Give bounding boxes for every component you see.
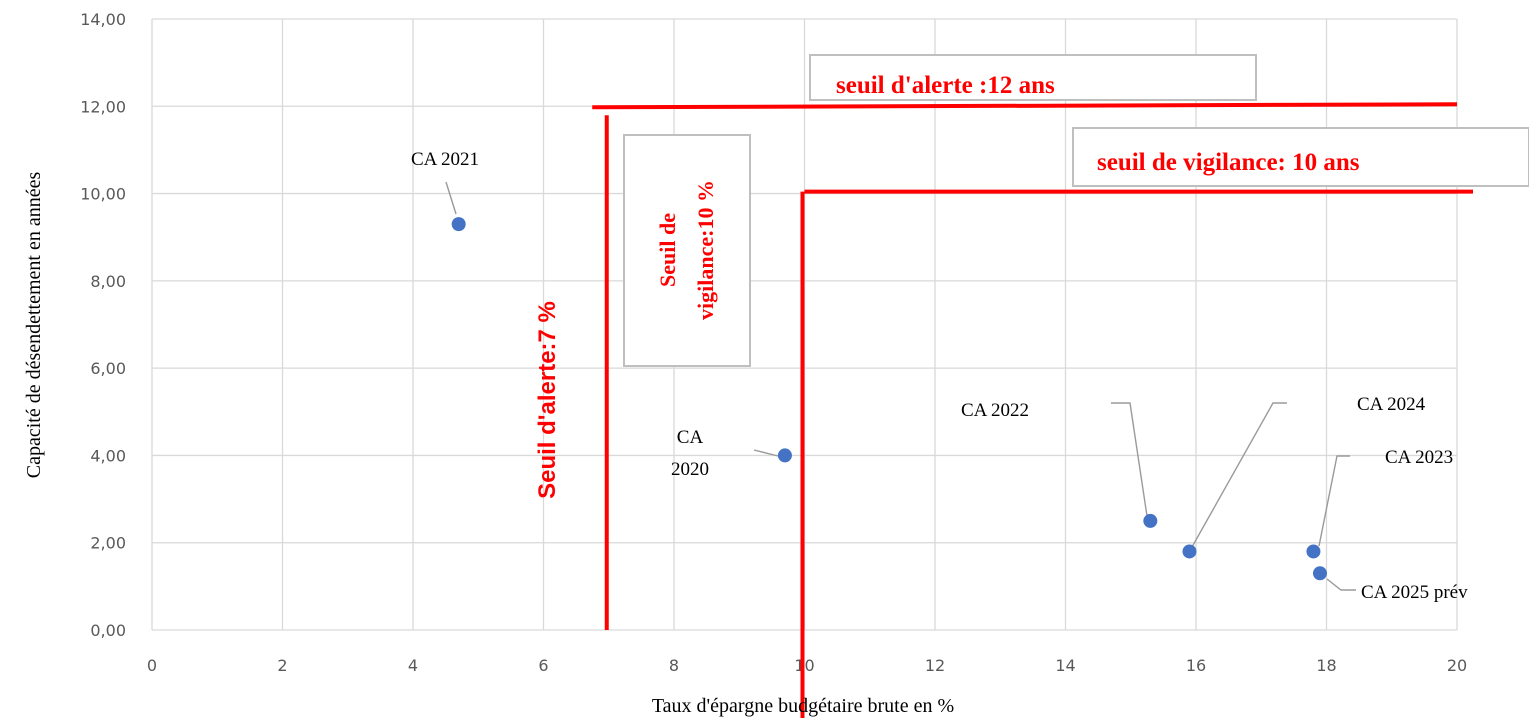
vigilance-10-percent-label: Seuil de vigilance:10 %: [655, 180, 718, 320]
x-tick-label: 12: [925, 656, 945, 675]
point-label: CA 2022: [961, 400, 1029, 421]
point-labels: CA 2021 CA 2020 CA 2022 CA 2024 CA 2023 CA 202…: [411, 149, 1468, 603]
data-point: [777, 448, 792, 463]
alert-threshold-horizontal-line: [592, 102, 1458, 110]
y-tick-label: 12,00: [80, 97, 126, 116]
y-tick-label: 4,00: [90, 446, 126, 465]
alert-12-years-label: seuil d'alerte :12 ans: [836, 72, 1055, 99]
x-tick-label: 4: [408, 656, 418, 675]
leader-lines: [445, 181, 1356, 591]
x-tick-label: 2: [277, 656, 287, 675]
point-label-line: 2020: [671, 459, 709, 480]
y-tick-label: 0,00: [90, 621, 126, 640]
alert-12-years-label-box: [809, 54, 1257, 101]
vigilance-10-years-label: seuil de vigilance: 10 ans: [1097, 149, 1360, 176]
vigilance-10-percent-label-line: Seuil de: [655, 213, 680, 287]
data-point: [1306, 544, 1321, 559]
x-tick-label: 16: [1186, 656, 1206, 675]
vigilance-10-percent-label-box: [623, 134, 751, 367]
vigilance-10-years-label-box: [1072, 127, 1529, 187]
leader-line: [753, 449, 779, 457]
data-point: [1312, 566, 1327, 581]
leader-line: [1111, 402, 1148, 517]
data-point: [1182, 544, 1197, 559]
data-point: [1143, 513, 1158, 528]
x-tick-label: 0: [147, 656, 157, 675]
point-label: CA 2025 prév: [1361, 582, 1468, 603]
point-label: CA 2021: [411, 149, 479, 170]
y-tick-label: 10,00: [80, 185, 126, 204]
y-tick-labels: 0,00 2,00 4,00 6,00 8,00 10,00 12,00 14,00: [80, 10, 126, 640]
data-points: [451, 217, 1327, 581]
leader-line: [1318, 455, 1350, 547]
point-label-line: CA: [677, 427, 704, 448]
vigilance-10-percent-label-line: vigilance:10 %: [693, 180, 718, 320]
alert-7-percent-label: Seuil d'alerte:7 %: [534, 301, 561, 499]
threshold-lines: [592, 102, 1473, 718]
y-tick-label: 8,00: [90, 272, 126, 291]
y-tick-label: 6,00: [90, 359, 126, 378]
x-tick-label: 18: [1316, 656, 1336, 675]
x-tick-label: 20: [1447, 656, 1467, 675]
leader-line: [1191, 402, 1287, 548]
point-label: CA 2020: [671, 427, 709, 480]
leader-line: [1326, 578, 1356, 591]
y-tick-label: 2,00: [90, 534, 126, 553]
x-tick-label: 8: [669, 656, 679, 675]
x-tick-labels: 02468101214161820: [147, 656, 1467, 675]
x-tick-label: 14: [1055, 656, 1075, 675]
threshold-labels: seuil d'alerte :12 ans seuil de vigilance…: [534, 54, 1529, 499]
data-point: [451, 217, 466, 232]
y-tick-label: 14,00: [80, 10, 126, 29]
point-label: CA 2023: [1385, 447, 1453, 468]
x-tick-label: 6: [538, 656, 548, 675]
point-label: CA 2024: [1357, 394, 1426, 415]
x-axis-title: Taux d'épargne budgétaire brute en %: [652, 695, 954, 717]
y-axis-title: Capacité de désendettement en années: [23, 172, 45, 479]
leader-line: [445, 181, 457, 215]
